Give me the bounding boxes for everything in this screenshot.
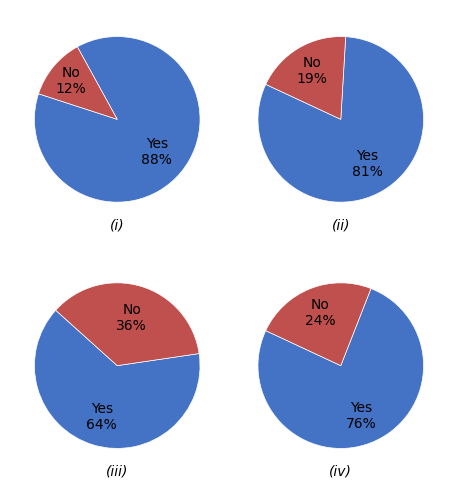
Wedge shape: [266, 36, 346, 119]
Wedge shape: [266, 283, 371, 366]
Text: No
19%: No 19%: [296, 56, 327, 86]
Text: No
12%: No 12%: [56, 66, 87, 96]
Text: (iv): (iv): [329, 464, 352, 478]
Text: Yes
64%: Yes 64%: [86, 402, 117, 432]
Text: (iii): (iii): [106, 464, 128, 478]
Text: (i): (i): [110, 218, 125, 232]
Wedge shape: [38, 47, 117, 120]
Text: No
36%: No 36%: [116, 303, 147, 333]
Text: Yes
88%: Yes 88%: [142, 137, 172, 167]
Wedge shape: [258, 36, 424, 202]
Wedge shape: [258, 288, 424, 448]
Text: Yes
81%: Yes 81%: [352, 149, 383, 180]
Wedge shape: [56, 283, 199, 366]
Wedge shape: [34, 310, 200, 448]
Text: No
24%: No 24%: [305, 298, 335, 328]
Text: (ii): (ii): [332, 218, 350, 232]
Text: Yes
76%: Yes 76%: [345, 400, 376, 430]
Wedge shape: [34, 36, 200, 202]
